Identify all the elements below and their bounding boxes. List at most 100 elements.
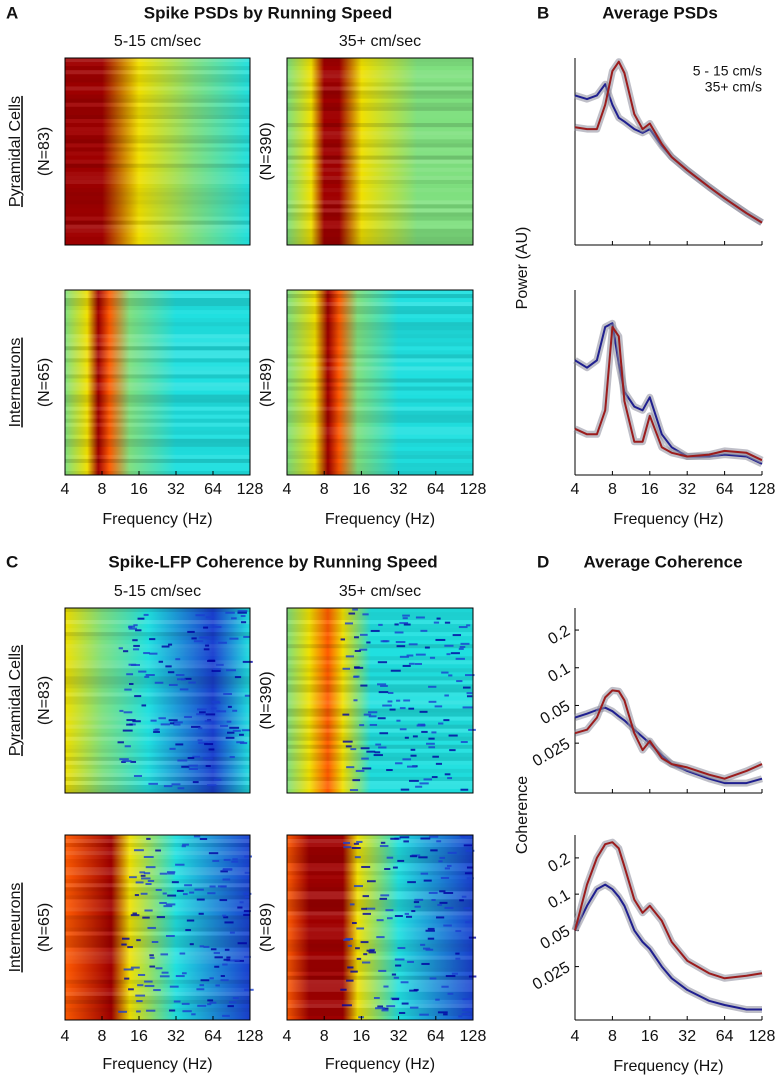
heatmap-row [65,648,250,653]
heatmap-row [287,378,473,383]
heatmap-speckle [390,669,401,672]
legend-entry: 5 - 15 cm/s [693,63,762,79]
heatmap-speckle [419,1013,429,1016]
heatmap-row [65,290,250,295]
heatmap-row [287,386,473,391]
heatmap-speckle [226,720,232,723]
heatmap-row [287,152,473,156]
heatmap-speckle [119,709,124,712]
heatmap-speckle [428,737,435,740]
heatmap-speckle [363,713,372,716]
heatmap-speckle [227,731,235,734]
heatmap-row [287,350,473,354]
heatmap-speckle [466,624,471,627]
heatmap-speckle [168,1009,176,1012]
heatmap-row [287,903,473,908]
heatmap-row [65,660,250,665]
heatmap-row [65,664,250,669]
heatmap-speckle [196,988,205,991]
heatmap-speckle [198,742,208,745]
heatmap-speckle [132,648,140,651]
heatmap-speckle [211,700,220,703]
heatmap-row [287,784,473,789]
heatmap-speckle [377,1005,384,1008]
heatmap-speckle [430,849,438,852]
heatmap-row [65,123,250,128]
heatmap-row [287,111,473,115]
heatmap-row [287,851,473,856]
heatmap-row [65,875,250,879]
heatmap-speckle [214,956,223,959]
heatmap-speckle [435,762,443,765]
heatmap-row [287,927,473,932]
heatmap-speckle [447,777,453,780]
x-axis-label: Frequency (Hz) [102,1056,212,1073]
heatmap-speckle [222,868,233,871]
heatmap-speckle [466,866,474,869]
heatmap-speckle [468,936,477,939]
heatmap-speckle [219,724,229,727]
heatmap-speckle [408,707,415,710]
heatmap-row [65,851,250,856]
heatmap-row [287,466,473,471]
heatmap-speckle [205,616,215,619]
heatmap-row [65,927,250,932]
heatmap-speckle [217,710,227,713]
heatmap-row [65,386,250,391]
heatmap-speckle [468,728,476,731]
heatmap-speckle [366,949,375,952]
heatmap-row [65,346,250,351]
heatmap-speckle [421,730,428,733]
heatmap-speckle [182,843,189,846]
heatmap-speckle [209,885,216,888]
heatmap-row [65,212,250,217]
heatmap-speckle [151,940,159,943]
heatmap-speckle [223,692,232,695]
heatmap-speckle [146,1009,156,1012]
heatmap-speckle [390,837,399,840]
heatmap-speckle [199,838,208,841]
heatmap-speckle [362,613,369,616]
heatmap-row [287,74,473,79]
heatmap-speckle [369,723,378,726]
heatmap-speckle [124,977,130,980]
heatmap-speckle [342,667,351,670]
heatmap-row [287,644,473,649]
heatmap-speckle [448,674,453,677]
heatmap-row [287,979,473,984]
x-tick-label: 8 [608,481,617,498]
count-label: (N=83) [36,676,53,725]
heatmap-row [65,1007,250,1012]
heatmap-row [287,620,473,625]
heatmap-speckle [411,910,416,913]
x-tick-label: 16 [130,481,148,498]
heatmap-speckle [171,881,179,884]
heatmap-speckle [177,787,185,790]
heatmap-speckle [229,931,235,934]
heatmap-row [65,394,250,399]
heatmap-row [65,131,250,136]
heatmap-speckle [386,917,393,920]
heatmap-row [65,118,250,124]
heatmap-speckle [414,898,424,901]
x-tick-label: 16 [353,1028,371,1045]
heatmap-row [65,979,250,984]
y-tick-label: 0.1 [545,886,573,912]
heatmap-speckle [345,745,352,748]
heatmap-speckle [213,626,222,629]
heatmap-speckle [205,713,216,716]
x-tick-label: 4 [283,481,292,498]
heatmap-speckle [232,997,239,1000]
x-tick-label: 8 [320,1028,329,1045]
heatmap-speckle [244,694,251,697]
heatmap-speckle [213,668,222,671]
heatmap-speckle [354,666,364,669]
heatmap-row [287,290,473,295]
heatmap-row [287,696,473,701]
heatmap-speckle [437,1011,448,1014]
heatmap-speckle [401,1002,409,1005]
heatmap-speckle [356,927,365,930]
heatmap-speckle [380,841,386,844]
heatmap-speckle [223,916,229,919]
heatmap-speckle [121,937,130,940]
